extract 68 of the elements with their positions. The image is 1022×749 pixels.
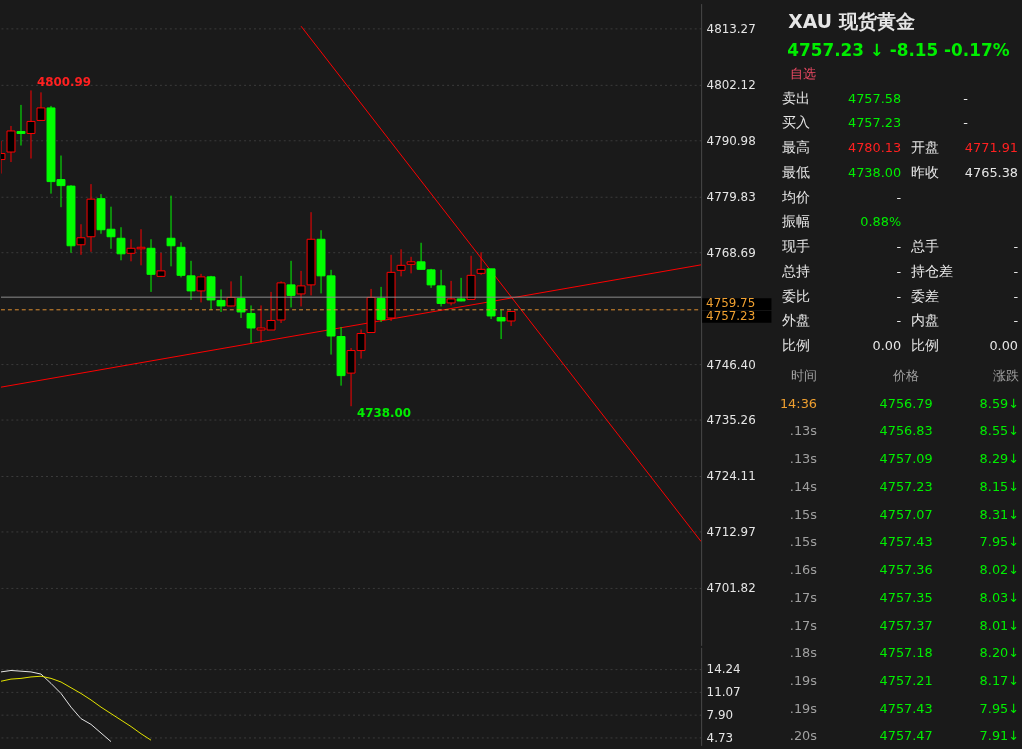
- y-tick-label: 4813.27: [706, 22, 756, 37]
- candlestick: [406, 256, 416, 274]
- y-tick-label: 7.90: [706, 707, 734, 722]
- y-tick-label: 4779.83: [706, 189, 756, 204]
- annotation: 4738.00: [357, 406, 412, 421]
- candlestick: [156, 252, 166, 278]
- candlestick: [26, 89, 36, 160]
- text: .17s 4757.37 8.01↓: [789, 617, 1020, 633]
- y-tick-label: 4701.82: [706, 581, 756, 596]
- text: .14s 4757.23 8.15↓: [789, 478, 1020, 494]
- text: 自选: [790, 65, 817, 81]
- text: 买入 4757.23 -: [782, 114, 968, 131]
- candlestick: [396, 248, 406, 277]
- text: .16s 4757.36 8.02↓: [789, 562, 1020, 578]
- text: .13s 4756.83 8.55↓: [789, 423, 1020, 439]
- candlestick: [286, 260, 296, 308]
- text: .15s 4757.07 8.31↓: [789, 506, 1020, 522]
- y-tick-label: 4712.97: [706, 525, 756, 540]
- candlestick: [226, 280, 236, 307]
- y-tick-label: 14.24: [706, 662, 741, 677]
- text: 14:36 4756.79 8.59↓: [779, 395, 1020, 411]
- text: 外盘 - 内盘 -: [782, 312, 1019, 329]
- candlestick: [236, 275, 246, 319]
- text: .13s 4757.09 8.29↓: [789, 451, 1020, 467]
- text: XAU 现货黄金: [788, 11, 915, 33]
- candlestick: [496, 308, 506, 340]
- candlestick: [36, 91, 46, 121]
- text: 现手 - 总手 -: [782, 238, 1019, 255]
- candlestick: [6, 125, 16, 163]
- candlestick: [246, 304, 256, 344]
- text: 委比 - 委差 -: [782, 287, 1019, 304]
- candlestick: [16, 104, 26, 147]
- y-tick-label: 4768.69: [706, 245, 756, 260]
- y-tick-label: 4724.11: [706, 469, 756, 484]
- line-series: [0, 675, 152, 741]
- text: 总持 - 持仓差 -: [782, 262, 1019, 279]
- ref-line-label: 4757.23: [706, 308, 756, 323]
- y-tick-label: 4746.40: [706, 357, 756, 372]
- y-tick-label: 4735.26: [706, 413, 756, 428]
- candlestick: [116, 226, 126, 261]
- candlestick: [476, 251, 486, 276]
- y-tick-label: 11.07: [706, 684, 741, 699]
- text: 比例 0.00 比例 0.00: [782, 337, 1019, 354]
- text: .17s 4757.35 8.03↓: [789, 589, 1020, 605]
- ref-line-label: 4759.75: [706, 296, 756, 311]
- text: 时间 价格 涨跌: [791, 367, 1020, 383]
- text: 卖出 4757.58 -: [782, 89, 968, 106]
- candlestick: [166, 195, 176, 267]
- candlestick: [376, 286, 386, 323]
- y-tick-label: 4790.98: [706, 134, 756, 149]
- text: .19s 4757.21 8.17↓: [789, 672, 1020, 688]
- text: 均价 -: [782, 188, 902, 205]
- candlestick: [196, 273, 206, 303]
- y-tick-label: 4802.12: [706, 78, 756, 93]
- candlestick: [76, 223, 86, 256]
- text: .15s 4757.43 7.95↓: [789, 534, 1020, 550]
- text: 最低 4738.00 昨收 4765.38: [782, 163, 1019, 180]
- y-tick-label: 4.73: [706, 730, 734, 745]
- text: 最高 4780.13 开盘 4771.91: [782, 139, 1019, 156]
- text: .19s 4757.43 7.95↓: [789, 700, 1020, 716]
- text: .18s 4757.18 8.20↓: [789, 645, 1020, 661]
- annotation: 4800.99: [36, 75, 92, 90]
- candlestick: [456, 277, 466, 302]
- text: 振幅 0.88%: [782, 213, 902, 230]
- candlestick: [446, 280, 456, 306]
- text: 4757.23 ↓ -8.15 -0.17%: [787, 40, 1010, 61]
- line-series: [0, 669, 112, 743]
- text: .20s 4757.47 7.91↓: [789, 728, 1020, 744]
